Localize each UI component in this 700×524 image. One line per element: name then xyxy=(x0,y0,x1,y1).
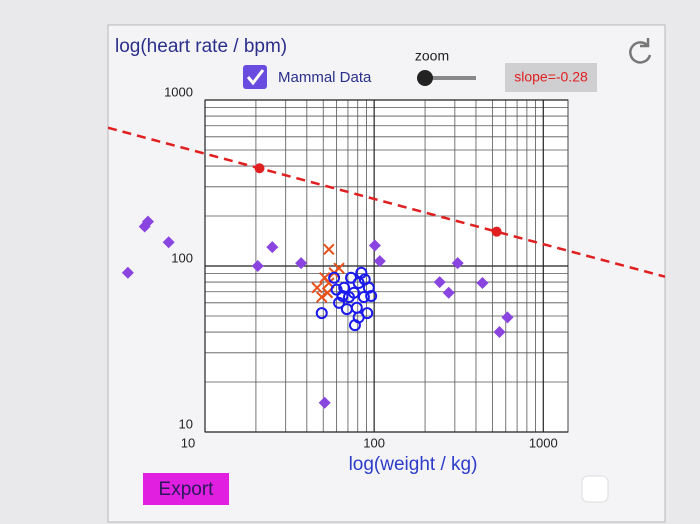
point xyxy=(323,243,335,256)
point xyxy=(295,257,308,270)
x-tick-label: 1000 xyxy=(529,435,558,450)
point xyxy=(315,307,328,320)
y-tick-label: 10 xyxy=(179,416,193,431)
point xyxy=(338,281,351,294)
slope-label: slope=-0.28 xyxy=(514,69,588,85)
point xyxy=(141,215,154,228)
checkbox[interactable] xyxy=(243,65,267,89)
point xyxy=(333,262,345,274)
point xyxy=(162,236,175,249)
x-axis-title: log(weight / kg) xyxy=(349,454,478,475)
point xyxy=(311,282,323,294)
point xyxy=(365,289,378,302)
fullscreen-button[interactable] xyxy=(581,475,609,503)
point xyxy=(318,396,331,409)
zoom-thumb[interactable] xyxy=(417,70,433,86)
y-axis-title: log(heart rate / bpm) xyxy=(115,36,287,57)
point xyxy=(451,257,464,270)
point xyxy=(352,311,365,324)
export-label: Export xyxy=(159,479,215,500)
point xyxy=(316,291,328,303)
fit-handle xyxy=(254,163,265,174)
point xyxy=(266,241,279,254)
point xyxy=(368,239,381,252)
point xyxy=(358,273,371,286)
x-tick-label: 10 xyxy=(181,435,195,450)
slope-box xyxy=(505,63,597,92)
point xyxy=(357,291,370,304)
point xyxy=(355,266,368,279)
point xyxy=(340,303,353,316)
point xyxy=(251,260,264,272)
refresh-icon[interactable] xyxy=(629,38,652,64)
y-tick-label: 1000 xyxy=(164,84,193,99)
point xyxy=(345,271,358,284)
fit-handle xyxy=(491,226,502,237)
point xyxy=(336,289,349,302)
checkbox-label: Mammal Data xyxy=(278,69,372,86)
point xyxy=(442,286,455,299)
point xyxy=(493,326,506,339)
point xyxy=(347,286,360,299)
point xyxy=(433,276,446,289)
point xyxy=(373,255,386,268)
point xyxy=(121,266,134,279)
x-tick-label: 100 xyxy=(363,435,385,450)
plot: 10 100 1000 10 100 1000 xyxy=(108,84,665,450)
export-button[interactable] xyxy=(143,473,229,505)
y-tick-label: 100 xyxy=(171,250,193,265)
point xyxy=(330,283,343,296)
check-icon xyxy=(246,69,265,86)
zoom-label: zoom xyxy=(415,48,449,64)
point xyxy=(476,276,489,289)
point xyxy=(501,311,514,324)
point xyxy=(333,296,346,309)
fit-line xyxy=(108,126,665,278)
point xyxy=(328,271,341,284)
